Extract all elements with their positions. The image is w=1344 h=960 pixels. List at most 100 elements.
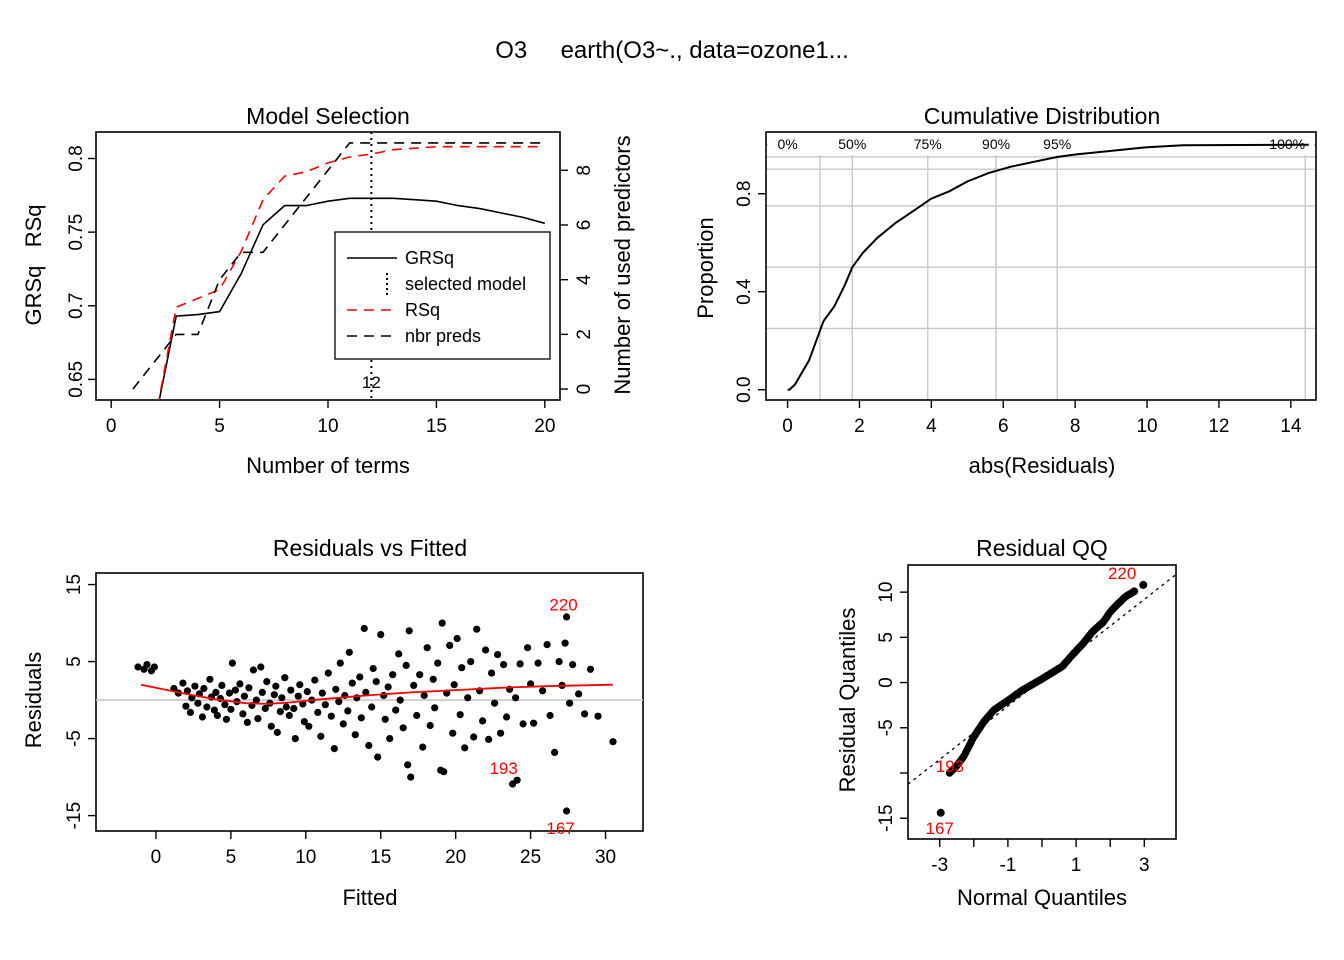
residuals-vs-fitted-plot-box [95,572,644,832]
residuals-vs-fitted-title: Residuals vs Fitted [273,535,467,561]
model-selection-y-tick-label-right: 0 [574,384,595,395]
residuals-vs-fitted-outlier-label: 193 [489,759,517,778]
cumulative-distribution-title: Cumulative Distribution [924,103,1160,129]
residual-point [303,688,311,696]
residual-point [416,671,424,679]
model-selection-y-tick-label-right: 6 [574,220,595,231]
cumulative-distribution-ecdf-line [787,143,1309,391]
residual-point [198,713,206,721]
residual-point [503,713,511,721]
residual-point [543,641,551,649]
residual-qq-y-tick-label: 0 [876,677,897,688]
residual-point [206,675,214,683]
residual-point [389,671,397,679]
residuals-vs-fitted-outlier-label: 167 [546,819,574,838]
residual-point [438,619,446,627]
residual-point [222,715,230,723]
residual-point [332,685,340,693]
residual-point [500,661,508,669]
model-selection-y-tick-label-left: 0.7 [66,293,87,319]
residuals-vs-fitted-outlier-label: 220 [549,596,577,615]
residual-point [423,644,431,652]
residual-point [485,735,493,744]
residual-qq-outlier-label: 167 [926,819,954,838]
residual-point [249,666,257,674]
model-selection-x-tick-label: 5 [214,416,225,437]
residual-point [458,664,466,672]
cumulative-distribution-xlabel: abs(Residuals) [969,453,1116,478]
residuals-vs-fitted-x-tick-label: 5 [226,847,237,868]
residual-point [227,705,235,713]
residual-point [182,702,190,710]
residual-point [404,761,412,769]
residual-point [431,704,439,712]
residual-point [330,745,338,753]
residual-point [380,691,388,700]
residual-point [203,703,211,711]
residual-point [357,714,365,722]
residual-point [386,735,394,743]
residual-point [228,659,236,667]
cumulative-distribution-panel: Cumulative Distribution abs(Residuals) P… [693,103,1317,478]
residuals-vs-fitted-y-tick-label: -5 [64,730,85,747]
residual-point [287,686,295,694]
model-selection-panel: Model Selection Number of terms GRSq RSq… [21,103,635,478]
residual-point [254,715,262,723]
residual-point [420,691,428,700]
residual-point [351,731,359,739]
residual-qq-ylabel: Residual Quantiles [835,608,860,793]
residual-qq-x-tick-label: 1 [1071,855,1082,876]
model-selection-y-tick-label-left: 0.65 [66,361,87,398]
residual-point [384,683,392,691]
residual-qq-x-tick-label: 3 [1139,855,1150,876]
residuals-vs-fitted-x-tick-label: 15 [370,847,391,868]
cumulative-distribution-ylabel: Proportion [693,217,718,319]
residual-point [516,660,524,668]
residuals-vs-fitted-panel: Residuals vs Fitted Fitted Residuals 0 5 1… [21,535,644,910]
model-selection-xlabel: Number of terms [246,453,410,478]
figure-title: O3 earth(O3~., data=ozone1... [495,37,849,64]
residual-qq-y-tick-label: 10 [876,582,897,603]
residual-point [566,699,574,707]
residual-point [497,729,505,737]
residual-point [563,613,571,621]
residual-point [581,710,589,718]
residual-point [396,696,404,704]
residual-point [488,669,496,677]
residual-point [210,706,218,714]
residual-point [314,708,322,717]
residual-point [524,644,532,652]
model-selection-y-tick-label-right: 8 [574,165,595,176]
residuals-vs-fitted-y-tick-label: 15 [64,574,85,595]
residual-point [575,690,583,698]
residual-point [473,625,481,633]
residual-point [305,722,313,730]
residual-point [365,741,373,750]
residual-point [464,694,472,702]
residual-qq-title: Residual QQ [976,535,1108,561]
cumulative-distribution-x-tick-label: 0 [782,416,793,437]
residual-point [344,707,352,715]
residual-point [453,634,461,643]
residual-point [369,664,377,673]
residual-point [183,687,191,695]
residual-point [231,686,239,694]
residual-point [374,753,382,761]
model-selection-legend-box [334,231,551,360]
model-selection-legend-label: nbr preds [405,326,481,346]
residual-point [561,639,569,647]
residual-point [324,669,332,677]
residual-point [527,680,535,688]
residual-qq-x-tick-label: -3 [931,855,948,876]
residual-point [372,678,380,686]
residual-point [191,682,199,690]
residual-point [534,659,542,667]
residual-point [291,735,299,743]
residual-point [405,627,413,635]
residual-point [519,720,527,728]
residual-point [456,711,464,719]
model-selection-selected-label: 12 [362,373,381,392]
residual-point [317,732,325,740]
residual-point [461,744,469,752]
